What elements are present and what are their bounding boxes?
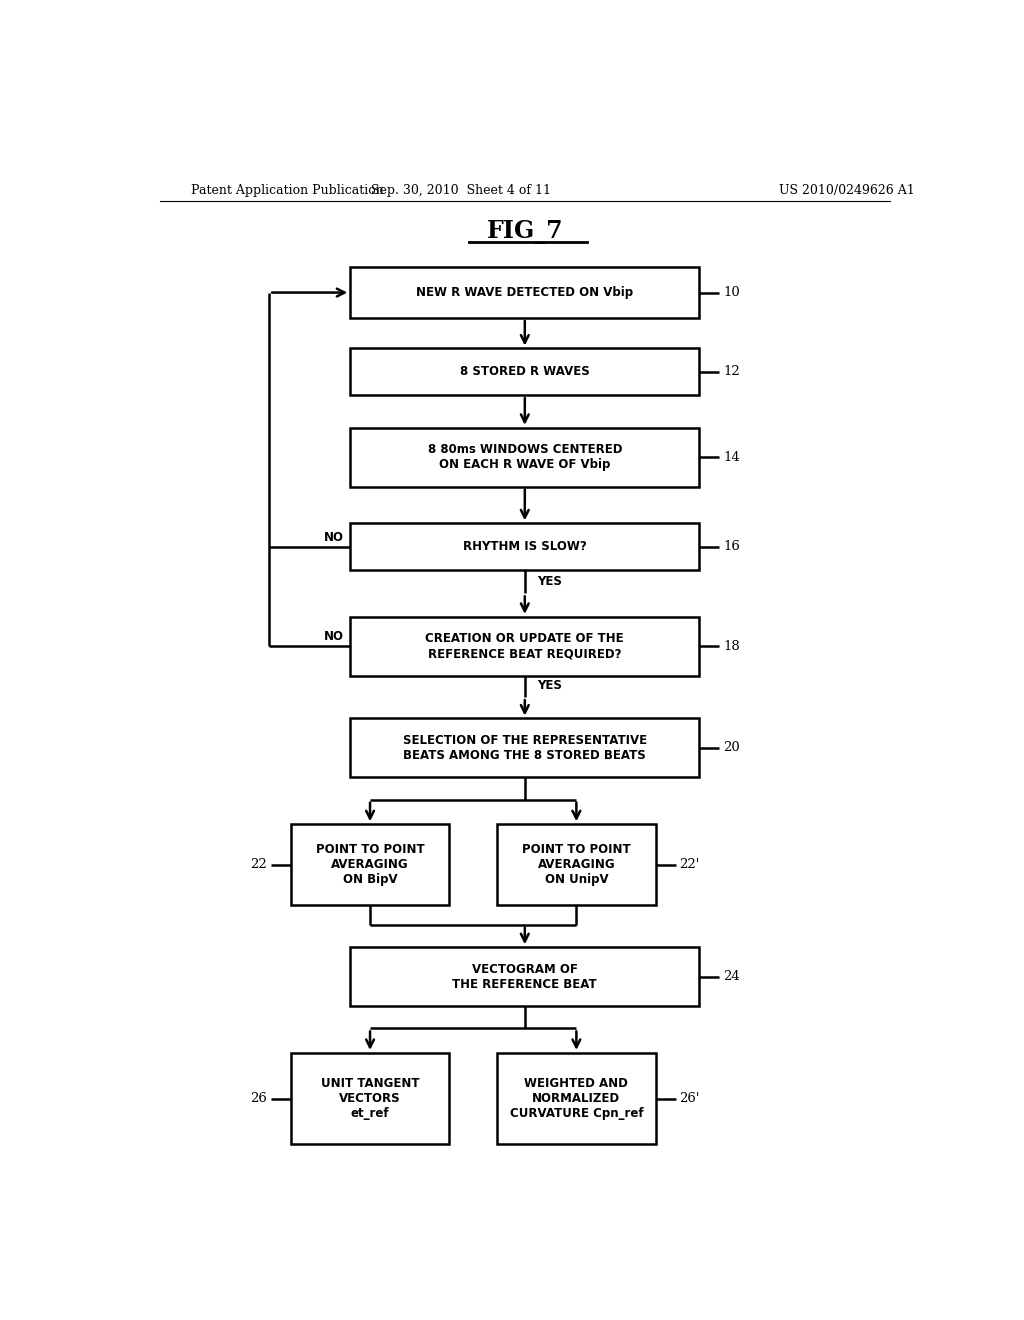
Text: 24: 24 xyxy=(723,970,740,983)
Text: US 2010/0249626 A1: US 2010/0249626 A1 xyxy=(778,185,914,198)
Bar xyxy=(350,616,699,676)
Text: 22': 22' xyxy=(680,858,700,871)
Bar xyxy=(350,348,699,395)
Bar xyxy=(350,428,699,487)
Text: YES: YES xyxy=(537,576,561,589)
Text: VECTOGRAM OF
THE REFERENCE BEAT: VECTOGRAM OF THE REFERENCE BEAT xyxy=(453,962,597,990)
Text: CREATION OR UPDATE OF THE
REFERENCE BEAT REQUIRED?: CREATION OR UPDATE OF THE REFERENCE BEAT… xyxy=(426,632,624,660)
Text: WEIGHTED AND
NORMALIZED
CURVATURE Cpn_ref: WEIGHTED AND NORMALIZED CURVATURE Cpn_re… xyxy=(510,1077,643,1121)
Bar xyxy=(497,824,655,906)
Text: 14: 14 xyxy=(723,450,740,463)
Bar xyxy=(350,718,699,777)
Text: 8 80ms WINDOWS CENTERED
ON EACH R WAVE OF Vbip: 8 80ms WINDOWS CENTERED ON EACH R WAVE O… xyxy=(428,444,622,471)
Text: 22: 22 xyxy=(250,858,267,871)
Text: RHYTHM IS SLOW?: RHYTHM IS SLOW? xyxy=(463,540,587,553)
Text: 8 STORED R WAVES: 8 STORED R WAVES xyxy=(460,366,590,379)
Text: 10: 10 xyxy=(723,286,740,300)
Bar xyxy=(291,1053,450,1144)
Text: Sep. 30, 2010  Sheet 4 of 11: Sep. 30, 2010 Sheet 4 of 11 xyxy=(372,185,551,198)
Text: POINT TO POINT
AVERAGING
ON BipV: POINT TO POINT AVERAGING ON BipV xyxy=(315,843,424,886)
Text: 16: 16 xyxy=(723,540,740,553)
Text: 12: 12 xyxy=(723,366,740,379)
Text: Patent Application Publication: Patent Application Publication xyxy=(191,185,384,198)
Text: 18: 18 xyxy=(723,640,740,653)
Bar xyxy=(497,1053,655,1144)
Bar xyxy=(291,824,450,906)
Bar xyxy=(350,267,699,318)
Text: YES: YES xyxy=(537,678,561,692)
Text: UNIT TANGENT
VECTORS
et_ref: UNIT TANGENT VECTORS et_ref xyxy=(321,1077,419,1121)
Text: 26: 26 xyxy=(250,1092,267,1105)
Text: FIG_7: FIG_7 xyxy=(486,219,563,244)
Text: NEW R WAVE DETECTED ON Vbip: NEW R WAVE DETECTED ON Vbip xyxy=(416,286,634,300)
Text: POINT TO POINT
AVERAGING
ON UnipV: POINT TO POINT AVERAGING ON UnipV xyxy=(522,843,631,886)
Text: 20: 20 xyxy=(723,742,740,755)
Text: 26': 26' xyxy=(680,1092,700,1105)
Text: SELECTION OF THE REPRESENTATIVE
BEATS AMONG THE 8 STORED BEATS: SELECTION OF THE REPRESENTATIVE BEATS AM… xyxy=(402,734,647,762)
Text: NO: NO xyxy=(324,630,344,643)
Text: NO: NO xyxy=(324,531,344,544)
Bar xyxy=(350,523,699,570)
Bar xyxy=(350,948,699,1006)
